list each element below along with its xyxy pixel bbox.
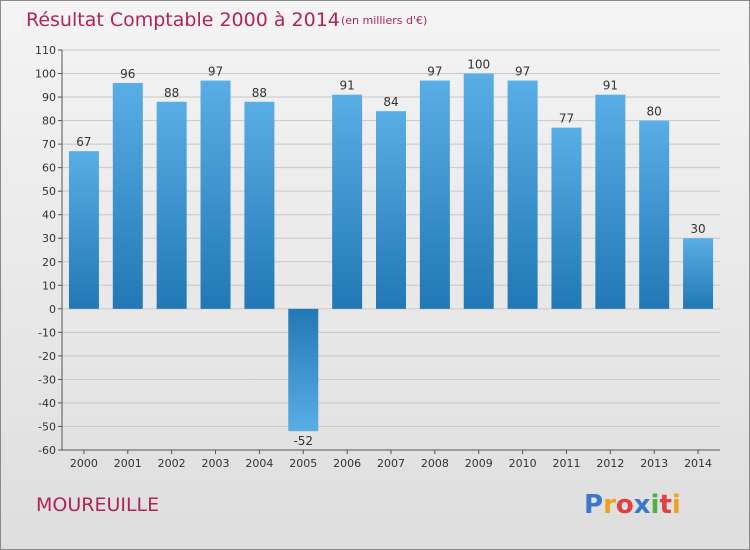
logo-letter: i [650,490,660,520]
bar-2002 [156,101,187,309]
place-name: MOUREUILLE [36,494,160,516]
y-tick-label: 70 [42,138,56,151]
y-tick-label: -40 [38,397,56,410]
data-label-2005: -52 [293,434,313,448]
y-tick-label: 10 [42,279,56,292]
data-label-2014: 30 [690,222,705,236]
bar-2001 [112,82,143,309]
data-label-2006: 91 [339,79,354,93]
logo-letter: r [603,490,616,520]
data-label-2012: 91 [603,79,618,93]
data-label-2003: 97 [208,65,223,79]
chart-subtitle: (en milliers d'€) [341,14,427,27]
y-tick-label: 90 [42,91,56,104]
y-tick-label: 80 [42,115,56,128]
y-tick-label: 110 [35,44,56,57]
data-label-2004: 88 [252,86,267,100]
data-label-2011: 77 [559,112,574,126]
data-label-2001: 96 [120,67,135,81]
bar-2011 [551,127,582,309]
proxiti-logo: Proxiti [584,490,681,520]
y-tick-label: -30 [38,373,56,386]
bar-2013 [639,120,670,309]
data-label-2000: 67 [76,135,91,149]
y-tick-label: 20 [42,256,56,269]
y-tick-label: 100 [35,68,56,81]
bar-2003 [200,80,231,309]
x-tick-label: 2002 [158,457,186,470]
data-label-2013: 80 [647,105,662,119]
bar-2008 [419,80,450,309]
data-label-2007: 84 [383,95,398,109]
data-label-2010: 97 [515,65,530,79]
x-tick-label: 2003 [202,457,230,470]
bar-2005 [288,308,319,432]
logo-letter: t [659,490,672,520]
x-tick-label: 2007 [377,457,405,470]
bar-2009 [463,73,494,309]
bar-2010 [507,80,538,309]
bar-2006 [332,94,363,309]
x-tick-label: 2011 [552,457,580,470]
logo-letter: x [633,490,651,520]
x-tick-label: 2006 [333,457,361,470]
x-tick-label: 2005 [289,457,317,470]
x-tick-label: 2014 [684,457,712,470]
x-tick-label: 2001 [114,457,142,470]
x-tick-label: 2010 [509,457,537,470]
data-label-2009: 100 [467,58,490,72]
y-tick-label: 30 [42,232,56,245]
x-tick-label: 2012 [596,457,624,470]
x-tick-label: 2009 [465,457,493,470]
y-tick-label: -60 [38,444,56,457]
bar-2012 [595,94,626,309]
x-tick-label: 2004 [245,457,273,470]
y-tick-label: -20 [38,350,56,363]
bar-2000 [68,151,99,309]
data-label-2008: 97 [427,65,442,79]
chart-title: Résultat Comptable 2000 à 2014 [26,9,340,31]
bar-2004 [244,101,275,309]
x-tick-label: 2008 [421,457,449,470]
y-tick-label: 60 [42,162,56,175]
logo-letter: P [584,490,604,520]
y-tick-label: 50 [42,185,56,198]
logo-letter: o [615,490,634,520]
data-label-2002: 88 [164,86,179,100]
y-tick-label: -10 [38,326,56,339]
y-tick-label: 0 [49,303,56,316]
y-tick-label: 40 [42,209,56,222]
y-tick-label: -50 [38,420,56,433]
bar-2014 [683,238,714,309]
x-tick-label: 2000 [70,457,98,470]
logo-letter: i [671,490,681,520]
bar-2007 [376,111,406,309]
x-tick-label: 2013 [640,457,668,470]
